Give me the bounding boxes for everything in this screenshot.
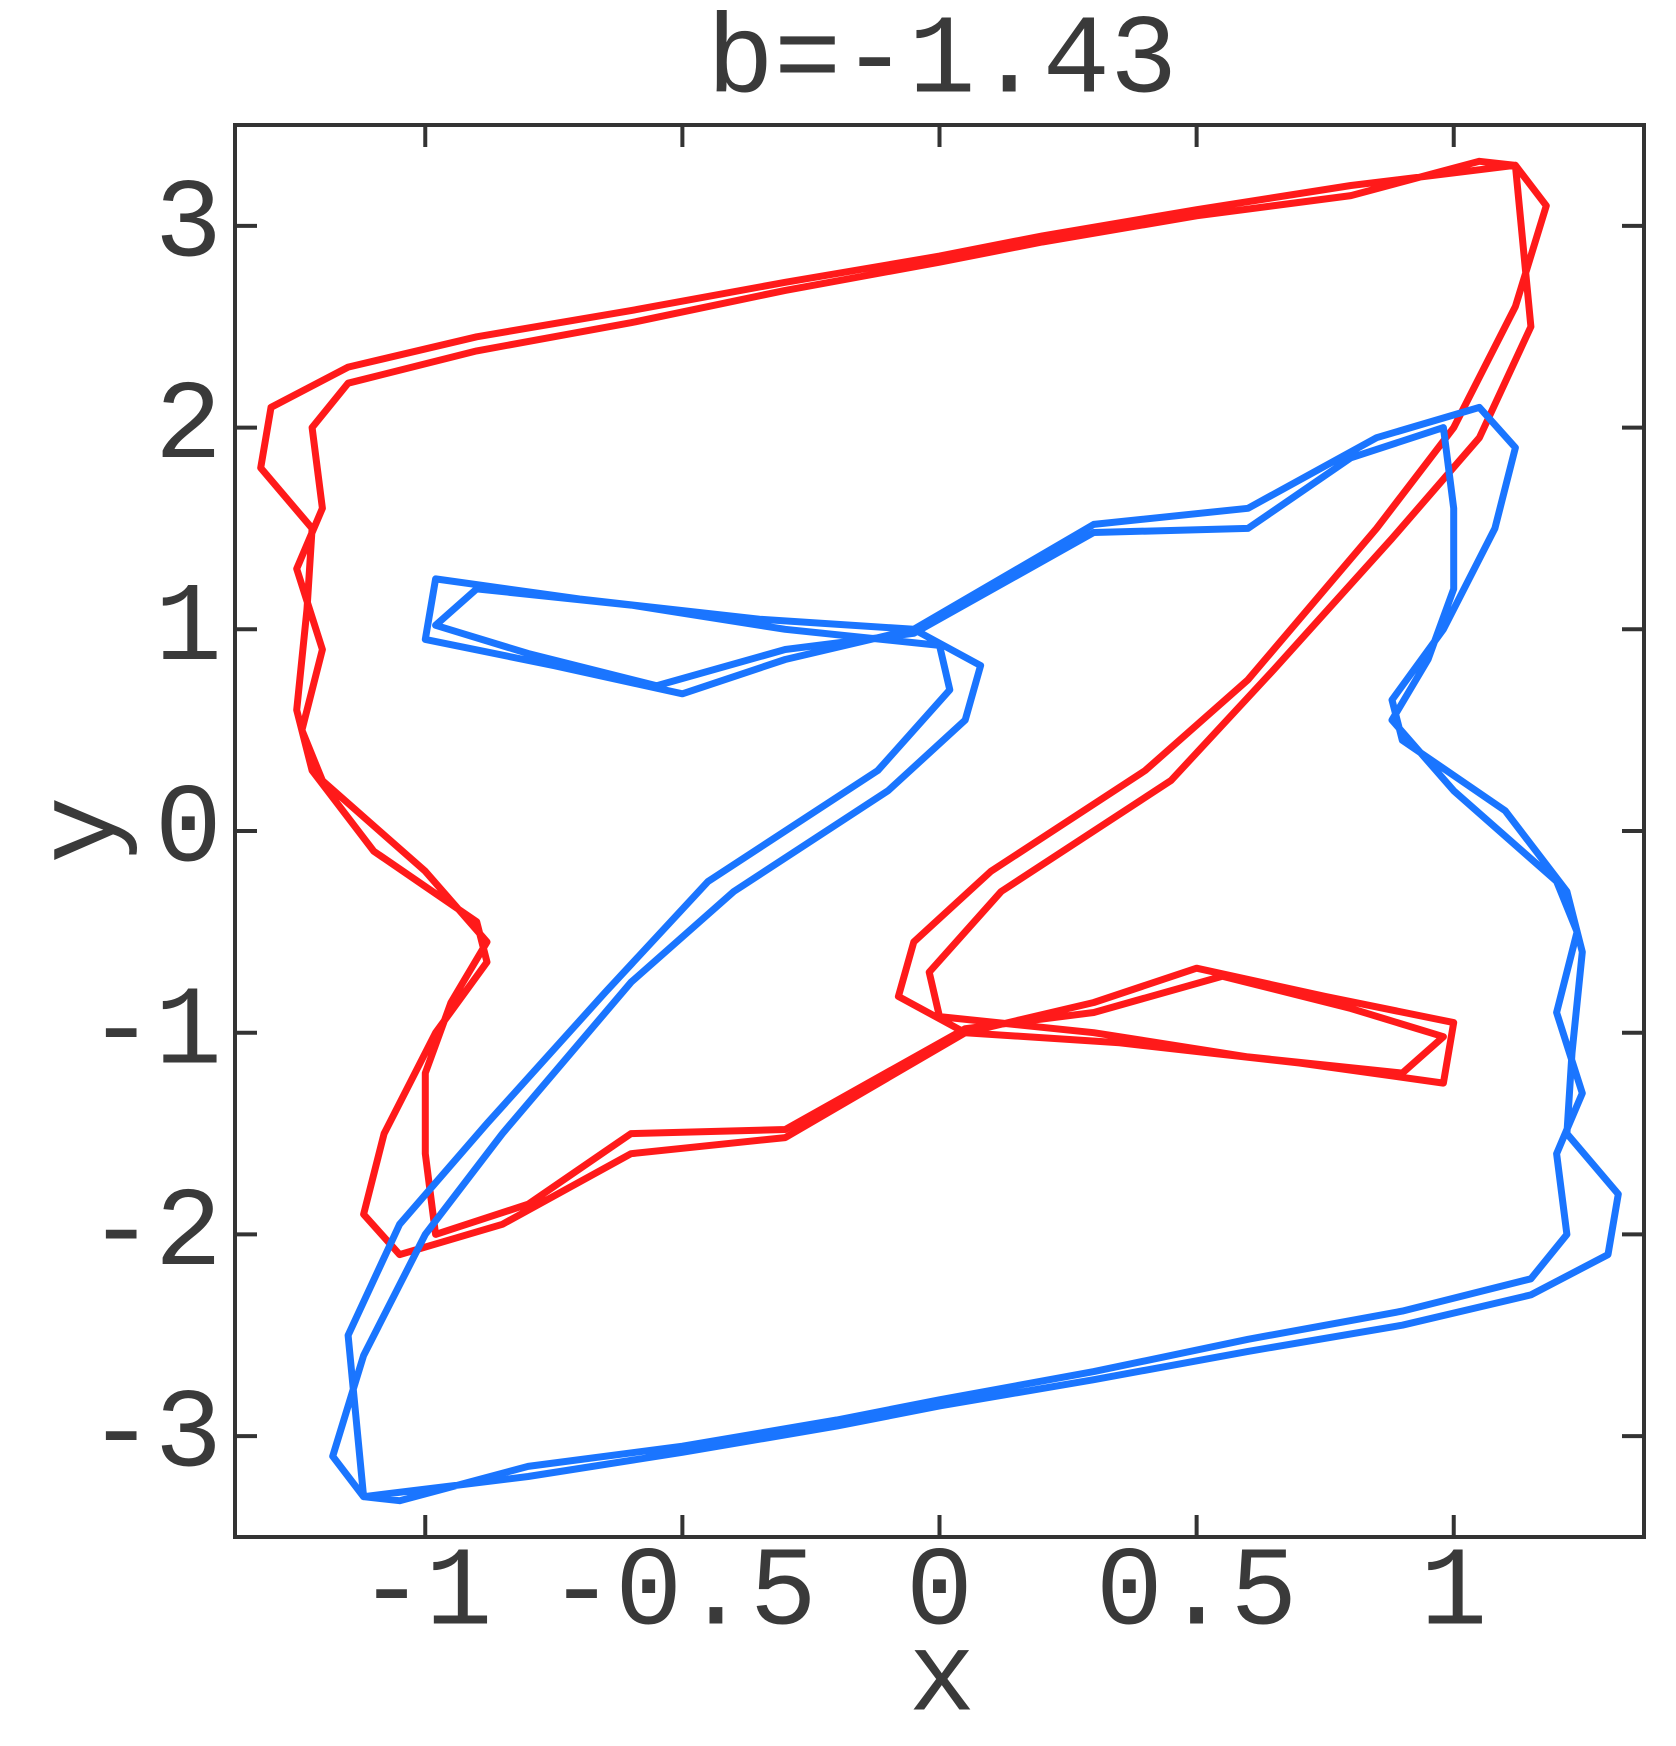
plot-area <box>257 157 1622 1505</box>
x-tick-label: -0.5 <box>548 1531 817 1658</box>
trajectory-line <box>329 403 1622 1505</box>
y-tick-label: 3 <box>155 162 222 289</box>
y-axis-label: y <box>21 796 148 863</box>
y-tick-label: 1 <box>155 566 222 693</box>
y-tick-label: -3 <box>88 1373 222 1500</box>
x-axis-label: x <box>908 1617 975 1744</box>
chart-title: b=-1.43 <box>707 0 1177 126</box>
x-tick-label: 0.5 <box>1096 1531 1298 1658</box>
x-tick-label: 0 <box>906 1531 973 1658</box>
plot-frame <box>233 123 1646 1539</box>
y-tick-label: 0 <box>155 768 222 895</box>
trajectory-line <box>257 157 1550 1259</box>
y-tick-label: -1 <box>88 969 222 1096</box>
x-tick-label: -1 <box>358 1531 492 1658</box>
y-tick-label: 2 <box>155 364 222 491</box>
y-tick-label: -2 <box>88 1171 222 1298</box>
x-tick-label: 1 <box>1420 1531 1487 1658</box>
